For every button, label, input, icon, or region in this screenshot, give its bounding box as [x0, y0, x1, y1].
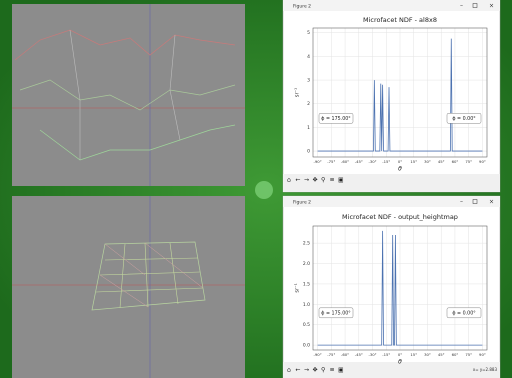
x-tick-label: 45°	[438, 159, 445, 164]
y-tick-label: 4	[307, 54, 310, 60]
x-tick-label: 30°	[424, 159, 431, 164]
y-axis-label: sr⁻¹	[295, 283, 301, 292]
x-tick-label: -30°	[368, 352, 376, 357]
toolbar-button[interactable]: ⚲	[321, 367, 325, 374]
x-tick-label: -90°	[314, 159, 322, 164]
annotation: ϕ = 0.00°	[452, 310, 475, 316]
toolbar-button[interactable]: →	[304, 177, 309, 184]
x-tick-label: 60°	[452, 352, 459, 357]
toolbar-button[interactable]: ▣	[338, 367, 344, 374]
x-tick-label: 90°	[479, 159, 486, 164]
toolbar-button[interactable]: ≡	[330, 367, 335, 374]
y-tick-label: 1.0	[303, 302, 310, 308]
minimize-button[interactable]: –	[460, 199, 463, 206]
y-tick-label: 2.0	[303, 261, 310, 267]
toolbar-button[interactable]: ▣	[338, 177, 344, 184]
viewport-top[interactable]	[12, 4, 245, 186]
y-tick-label: 3	[307, 78, 310, 84]
x-tick-label: 75°	[465, 159, 472, 164]
title-bar	[283, 196, 500, 207]
annotation: ϕ = 0.00°	[452, 116, 475, 122]
y-tick-label: 1.5	[303, 281, 310, 287]
toolbar-button[interactable]: ✥	[313, 177, 318, 184]
x-tick-label: -45°	[355, 352, 363, 357]
x-tick-label: -75°	[327, 159, 335, 164]
x-tick-label: 0°	[398, 159, 402, 164]
y-tick-label: 0.5	[303, 322, 310, 328]
window-title: Figure 2	[293, 4, 311, 10]
x-tick-label: -60°	[341, 352, 349, 357]
toolbar-button[interactable]: ✥	[313, 367, 318, 374]
viewport-bottom[interactable]	[12, 196, 245, 378]
viewport-bg	[12, 196, 245, 378]
chart-title: Microfacet NDF - output_heightmap	[342, 213, 458, 221]
window-title: Figure 2	[293, 200, 311, 206]
status-text: x= y=2.883	[473, 367, 498, 372]
x-tick-label: 60°	[452, 159, 459, 164]
x-tick-label: -90°	[314, 352, 322, 357]
x-tick-label: 15°	[410, 352, 417, 357]
y-tick-label: 2	[307, 101, 310, 107]
x-tick-label: -15°	[382, 352, 390, 357]
x-tick-label: 90°	[479, 352, 486, 357]
annotation: ϕ = 175.00°	[321, 116, 350, 122]
x-tick-label: -15°	[382, 159, 390, 164]
toolbar-button[interactable]: ⌂	[287, 177, 291, 184]
toolbar-button[interactable]: ≡	[330, 177, 335, 184]
x-axis-label: θ	[398, 166, 402, 173]
toolbar-button[interactable]: ⌂	[287, 367, 291, 374]
y-tick-label: 5	[307, 30, 310, 36]
figure-window[interactable]: Figure 2 – × x= y=2.883	[283, 196, 500, 378]
title-bar	[283, 0, 500, 11]
x-tick-label: 75°	[465, 352, 472, 357]
chart-title: Microfacet NDF - al8x8	[363, 16, 437, 24]
x-axis-label: θ	[398, 359, 402, 366]
annotation: ϕ = 175.00°	[321, 310, 350, 316]
desktop: Figure 2 – × Figure 2 – × x= y=2.883 ⌂←→…	[0, 0, 512, 378]
x-tick-label: -45°	[355, 159, 363, 164]
x-tick-label: 15°	[410, 159, 417, 164]
window-frame	[283, 196, 500, 378]
x-tick-label: -75°	[327, 352, 335, 357]
toolbar-button[interactable]: ⚲	[321, 177, 325, 184]
close-button[interactable]: ×	[489, 3, 494, 10]
y-tick-label: 0	[307, 149, 310, 155]
viewport-bg	[12, 4, 245, 186]
toolbar-button[interactable]: →	[304, 367, 309, 374]
x-tick-label: -30°	[368, 159, 376, 164]
y-tick-label: 0.0	[303, 343, 310, 349]
toolbar-button[interactable]: ←	[296, 177, 301, 184]
minimize-button[interactable]: –	[460, 3, 463, 10]
x-tick-label: 0°	[398, 352, 402, 357]
x-tick-label: -60°	[341, 159, 349, 164]
y-axis-label: sr⁻¹	[295, 88, 301, 97]
y-tick-label: 2.5	[303, 241, 310, 247]
x-tick-label: 45°	[438, 352, 445, 357]
close-button[interactable]: ×	[489, 199, 494, 206]
glow-dot	[255, 181, 273, 199]
toolbar-button[interactable]: ←	[296, 367, 301, 374]
y-tick-label: 1	[307, 125, 310, 131]
x-tick-label: 30°	[424, 352, 431, 357]
